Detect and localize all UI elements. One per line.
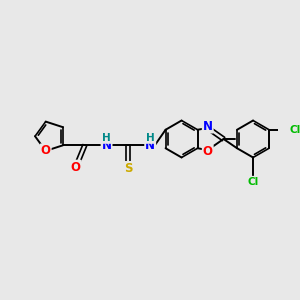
Text: N: N — [145, 139, 155, 152]
Text: O: O — [203, 146, 213, 158]
Text: N: N — [102, 139, 112, 152]
Text: O: O — [41, 144, 51, 158]
Text: O: O — [71, 160, 81, 174]
Text: H: H — [146, 133, 154, 143]
Text: Cl: Cl — [248, 177, 259, 187]
Text: N: N — [203, 120, 213, 133]
Text: Cl: Cl — [290, 125, 300, 135]
Text: S: S — [124, 162, 133, 175]
Text: H: H — [102, 133, 111, 143]
